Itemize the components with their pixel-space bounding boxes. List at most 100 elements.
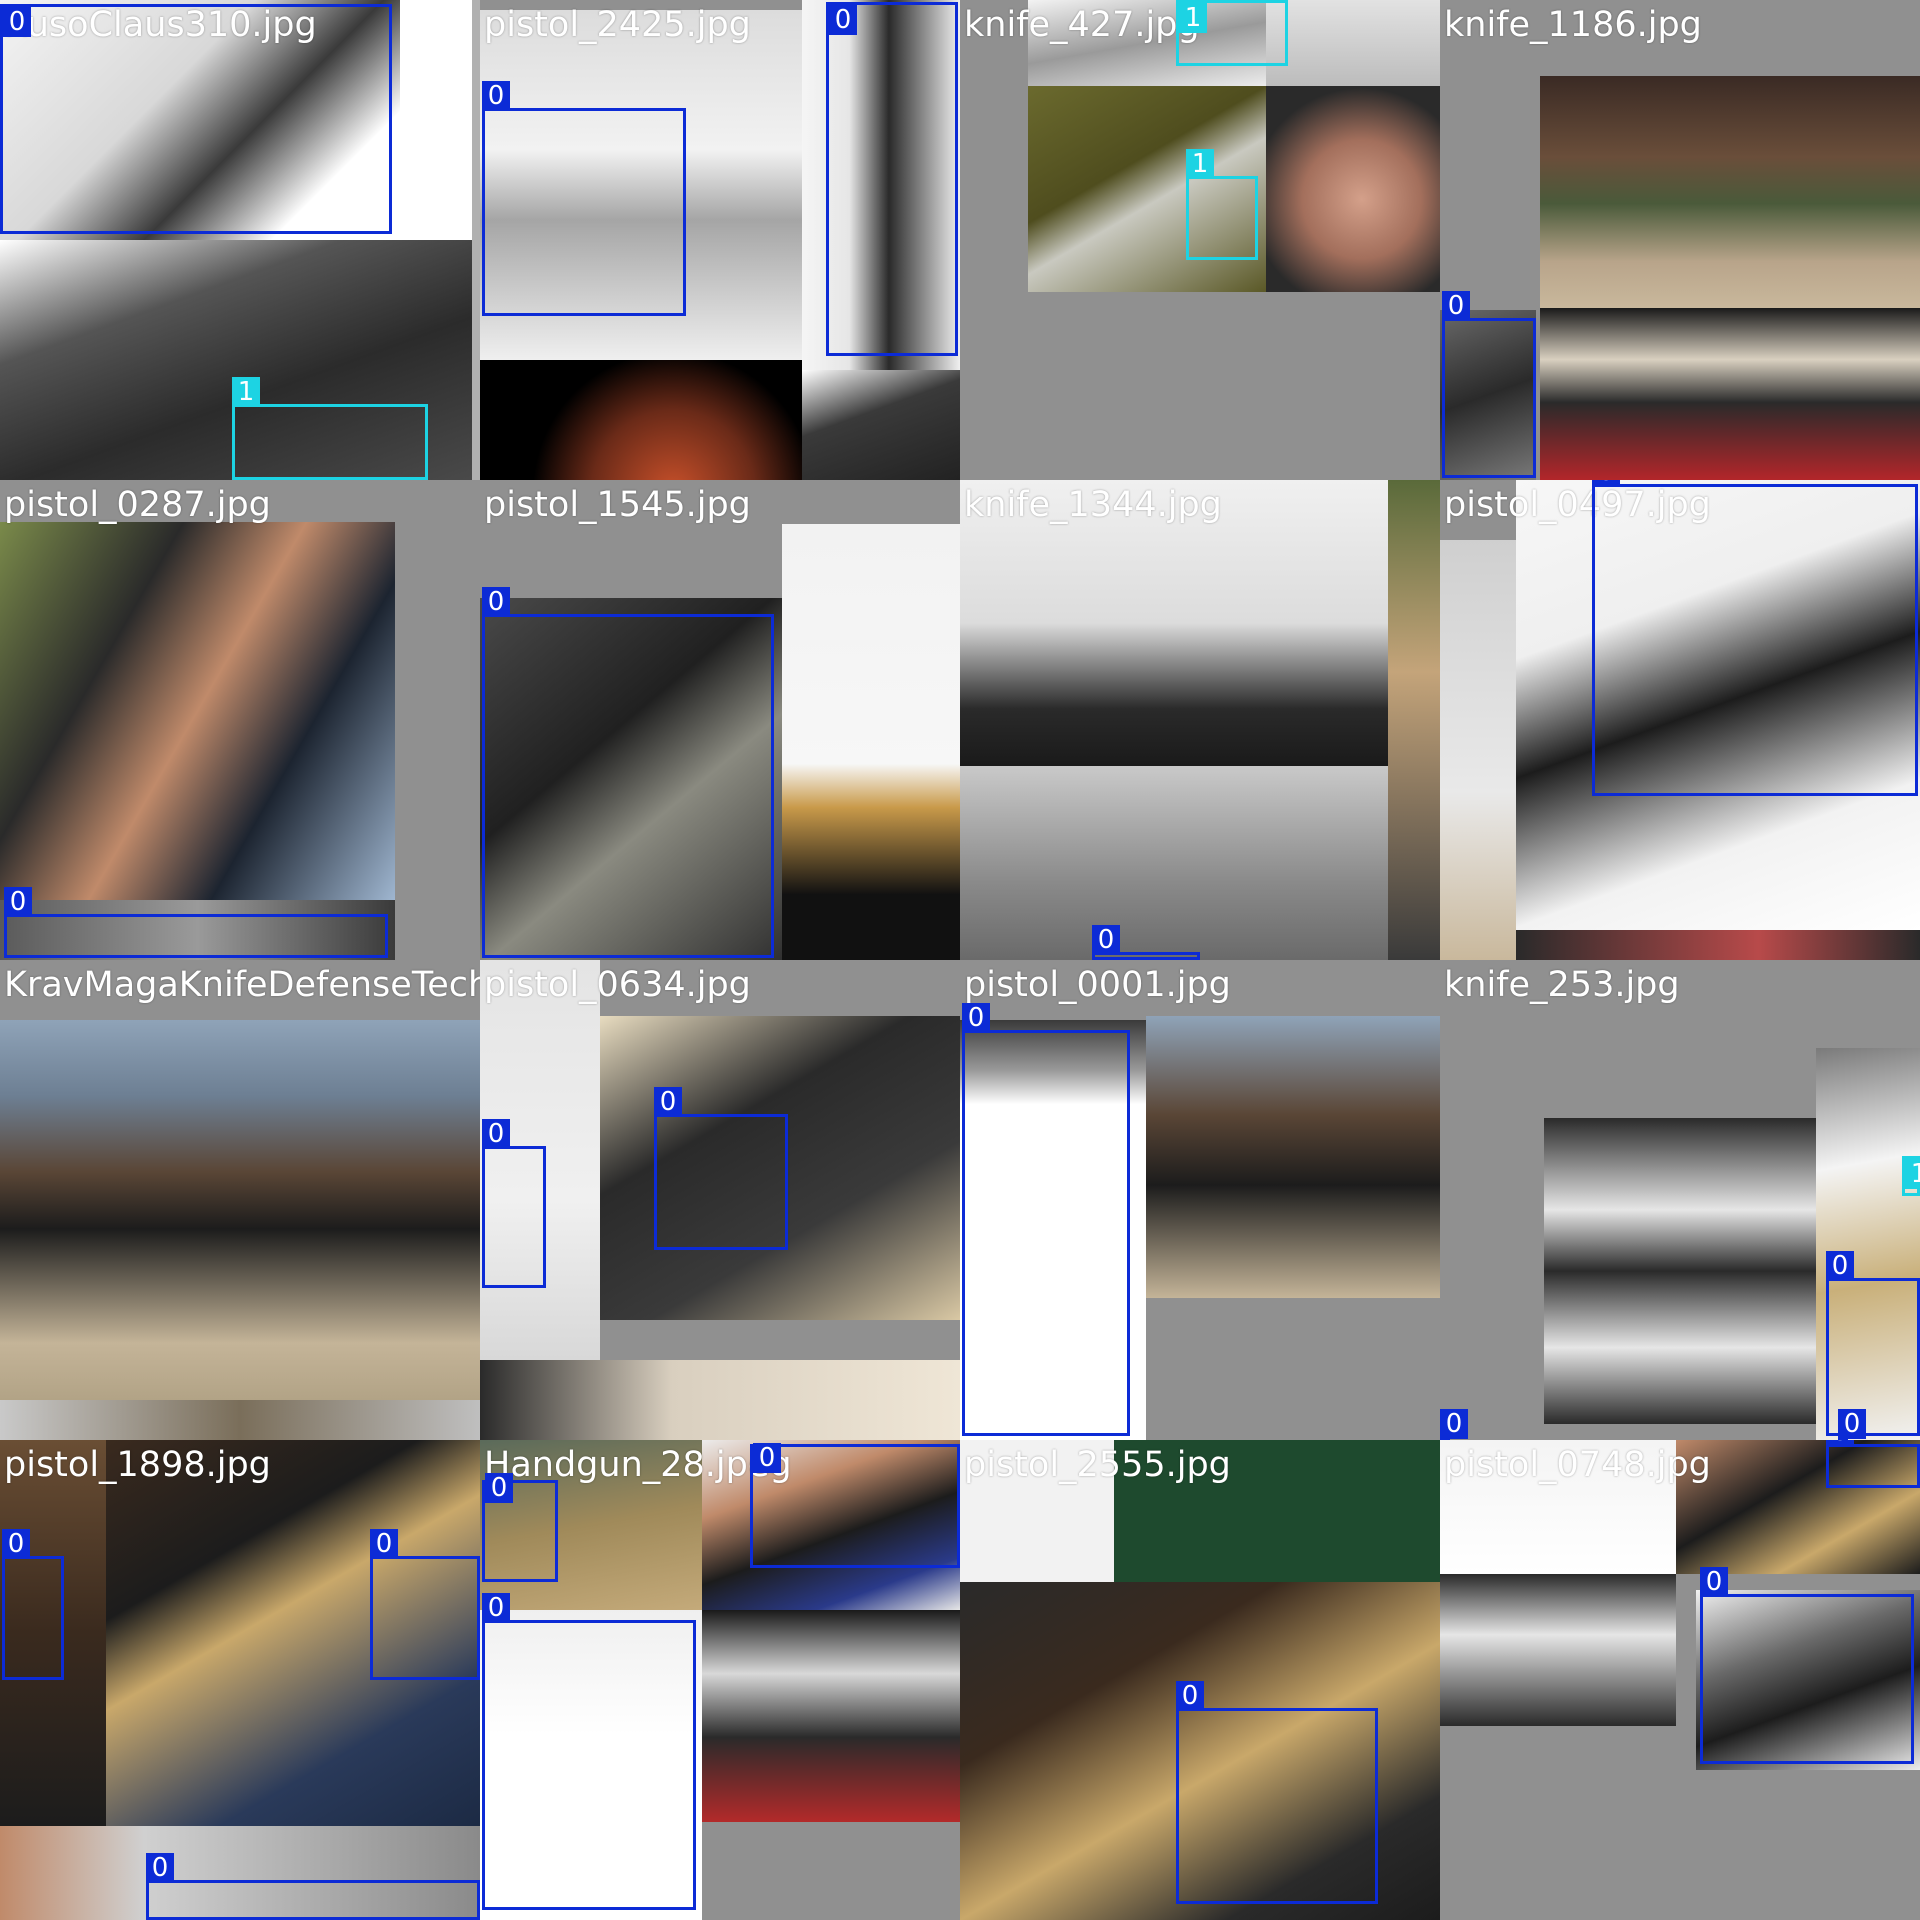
class-tag: 0 — [1700, 1567, 1728, 1597]
photo-booth-left — [0, 1440, 106, 1826]
photo-pocket-pistol — [1696, 1590, 1920, 1770]
bounding-box-class-0: 0 — [2, 1529, 64, 1680]
mosaic-tile: pistol_1545.jpg 0 — [480, 480, 960, 960]
photo-pistol-case — [600, 1016, 960, 1320]
photo-holster-top — [1676, 1440, 1920, 1574]
class-tag: 1 — [1179, 3, 1207, 33]
mosaic-tile: pistol_2425.jpg 0 0 — [480, 0, 960, 480]
class-tag: 0 — [753, 1443, 781, 1473]
photo-hand-folding-knife — [0, 522, 395, 900]
mosaic-tile: knife_427.jpg 1 1 — [960, 0, 1440, 480]
bounding-box-class-0: 0 — [1592, 480, 1918, 796]
bounding-box-class-0: 0 — [482, 587, 774, 958]
class-tag: 0 — [962, 1003, 990, 1033]
photo-knife-white — [1028, 0, 1266, 86]
mosaic-tile: knife_253.jpg 1 0 0 0 — [1440, 960, 1920, 1440]
class-tag: 0 — [146, 1853, 174, 1883]
photo-pistol-small — [1440, 1440, 1676, 1574]
photo-legs — [1266, 0, 1440, 86]
mosaic-tile: pistol_0497.jpg 0 — [1440, 480, 1920, 960]
photo-holster-pistol — [960, 1582, 1440, 1920]
bounding-box-class-0: 0 — [1092, 925, 1200, 960]
tile-filename-label: KravMagaKnifeDefenseTech — [4, 965, 480, 1005]
class-tag: 0 — [1592, 480, 1620, 487]
class-tag: 0 — [1838, 1409, 1866, 1439]
photo-strip — [0, 1400, 480, 1440]
photo-hand — [1266, 86, 1440, 292]
photo-man-sweater — [960, 766, 1388, 960]
bounding-box-class-0: 0 — [4, 887, 388, 958]
tile-filename-label: pistol_0287.jpg — [4, 485, 271, 525]
bounding-box-class-0: 0 — [370, 1529, 480, 1680]
photo-room — [1440, 540, 1516, 960]
class-tag: 1 — [232, 377, 260, 407]
tile-filename-label: pistol_0497.jpg — [1444, 485, 1711, 525]
bounding-box-class-0: 0 — [1826, 1251, 1920, 1436]
bounding-box-class-0: 0 — [482, 1593, 696, 1910]
photo-man-holster — [106, 1440, 480, 1826]
class-tag: 0 — [2, 1529, 30, 1559]
tile-filename-label: Handgun_28.jpeg — [484, 1445, 792, 1485]
mosaic-tile: pistol_2555.jpg 0 — [960, 1440, 1440, 1920]
bounding-box-class-0: 0 — [750, 1443, 960, 1568]
class-tag: 0 — [482, 587, 510, 617]
class-tag: 1 — [1905, 1159, 1920, 1189]
photo-green-panel — [1114, 1440, 1440, 1582]
class-tag: 0 — [1092, 925, 1120, 955]
photo-dojo-training — [1540, 308, 1920, 480]
tile-filename-label: pistol_0001.jpg — [964, 965, 1231, 1005]
class-tag: 1 — [1186, 149, 1214, 179]
tile-filename-label: knife_253.jpg — [1444, 965, 1680, 1005]
mosaic-tile: pistol_0001.jpg 0 — [960, 960, 1440, 1440]
tile-filename-label: pistol_2555.jpg — [964, 1445, 1231, 1485]
photo-knife-defense — [960, 480, 1388, 766]
class-tag: 0 — [3, 7, 31, 37]
bounding-box-class-0: 0 — [1176, 1681, 1378, 1904]
bounding-box-class-0: 0 — [826, 2, 958, 356]
class-tag: 0 — [370, 1529, 398, 1559]
photo-krav-maga-outdoor — [0, 1020, 480, 1400]
photo-metal-strip — [0, 900, 395, 960]
photo-strip — [480, 1360, 960, 1440]
tile-filename-label: knife_1186.jpg — [1444, 5, 1702, 45]
tile-filename-label: pistol_1545.jpg — [484, 485, 751, 525]
photo-revolver — [0, 0, 400, 240]
bounding-box-class-1: 1 — [1186, 149, 1258, 260]
class-tag: 0 — [1442, 291, 1470, 321]
class-tag: 0 — [4, 887, 32, 917]
photo-dark-box — [802, 370, 960, 480]
class-tag: 0 — [654, 1087, 682, 1117]
mosaic-tile: knife_1344.jpg 0 — [960, 480, 1440, 960]
class-tag: 0 — [1440, 1409, 1468, 1439]
photo-knife-defense-drills — [1544, 1118, 1816, 1424]
bounding-box-class-0: 0 — [482, 1473, 558, 1582]
class-tag: 0 — [482, 81, 510, 111]
bounding-box-class-1: 1 — [1176, 0, 1288, 66]
bounding-box-class-0: 0 — [0, 4, 392, 234]
photo-pistol-white — [960, 1020, 1146, 1440]
tile-filename-label: pistol_0634.jpg — [484, 965, 751, 1005]
photo-white-panel — [960, 1440, 1114, 1582]
photo-strip — [0, 1826, 480, 1920]
class-tag: 0 — [485, 1473, 513, 1503]
bounding-box-class-0: 0 — [1838, 1409, 1866, 1440]
mosaic-tile: knife_1186.jpg 0 — [1440, 0, 1920, 480]
class-tag: 0 — [1826, 1440, 1854, 1447]
photo-outdoor-training — [1146, 1016, 1440, 1298]
mosaic-tile: pistol_0287.jpg 0 — [0, 480, 480, 960]
bounding-box-class-0: 0 — [1440, 1409, 1468, 1440]
photo-towel — [480, 960, 600, 1360]
photo-strip — [1516, 930, 1920, 960]
tile-filename-label: pistol_0748.jpg — [1444, 1445, 1711, 1485]
bounding-box-class-0: 0 — [962, 1003, 1130, 1436]
photo-edge-strip — [1388, 480, 1440, 960]
tile-filename-label: knife_427.jpg — [964, 5, 1200, 45]
photo-pistol-closeup — [1516, 480, 1920, 930]
class-tag: 0 — [482, 1593, 510, 1623]
tile-filename-label: knife_1344.jpg — [964, 485, 1222, 525]
photo-pistol-grip — [480, 10, 802, 360]
photo-knife-blade — [1816, 1048, 1920, 1440]
bounding-box-class-0: 0 — [1700, 1567, 1914, 1764]
mosaic-tile: pistol_1898.jpg 0 0 0 — [0, 1440, 480, 1920]
